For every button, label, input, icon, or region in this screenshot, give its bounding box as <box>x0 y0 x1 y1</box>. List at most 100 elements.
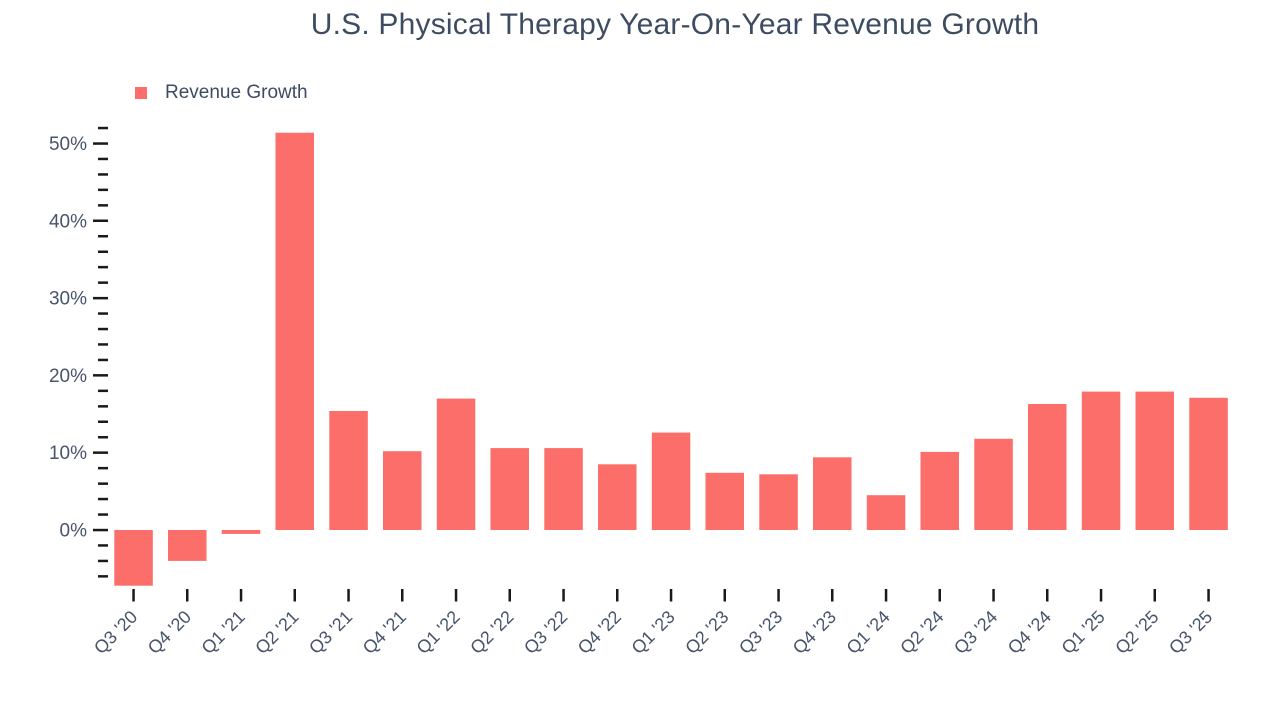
x-axis-label: Q3 '21 <box>305 607 356 658</box>
legend: Revenue Growth <box>135 82 308 104</box>
bar <box>275 132 314 530</box>
x-axis-label: Q1 '21 <box>198 607 249 658</box>
y-minor-tick <box>98 327 108 331</box>
y-minor-tick <box>98 544 108 547</box>
x-tick <box>723 589 726 602</box>
y-minor-tick <box>98 173 108 176</box>
x-axis-label: Q4 '21 <box>359 607 410 658</box>
y-minor-tick <box>98 559 108 563</box>
y-tick-label: 50% <box>49 134 87 155</box>
x-tick <box>1207 589 1210 602</box>
x-axis-label: Q2 '21 <box>251 607 302 658</box>
y-tick-label: 40% <box>49 211 87 232</box>
x-tick <box>186 589 189 602</box>
bar <box>383 451 422 530</box>
y-tick-label: 10% <box>49 443 87 464</box>
y-minor-tick <box>98 265 108 269</box>
y-tick-label: 20% <box>49 366 87 387</box>
x-axis-label: Q2 '22 <box>466 607 517 658</box>
bar <box>114 530 153 586</box>
y-minor-tick <box>98 126 108 130</box>
x-axis-label: Q2 '25 <box>1111 607 1162 658</box>
x-axis-label: Q1 '25 <box>1058 607 1109 658</box>
y-minor-tick <box>98 188 108 192</box>
bar <box>813 457 852 530</box>
bar <box>705 472 744 530</box>
bar <box>168 530 207 561</box>
y-minor-tick <box>98 482 108 485</box>
y-minor-tick <box>98 575 108 578</box>
y-minor-tick <box>98 389 108 393</box>
y-major-tick <box>93 374 108 377</box>
y-minor-tick <box>98 281 108 284</box>
bar <box>1028 404 1067 530</box>
x-tick <box>777 589 780 602</box>
x-tick <box>1046 589 1049 602</box>
x-tick <box>669 589 673 602</box>
x-axis-label: Q2 '23 <box>681 607 732 658</box>
y-tick-label: 30% <box>49 289 87 310</box>
x-axis: Q3 '20 Q4 '20 Q1 '21 Q2 '21 Q3 '21 Q4 '21 Q1 '… <box>90 589 1216 658</box>
x-axis-label: Q4 '23 <box>789 607 840 658</box>
y-minor-tick <box>98 343 108 346</box>
bar <box>1189 397 1228 530</box>
x-axis-label: Q4 '20 <box>144 607 195 658</box>
bar-series <box>114 132 1228 586</box>
bar <box>651 432 691 530</box>
legend-label: Revenue Growth <box>165 82 308 103</box>
y-minor-tick <box>98 204 108 207</box>
x-tick <box>132 589 135 602</box>
y-major-tick <box>93 142 108 145</box>
y-major-tick <box>93 219 108 222</box>
x-axis-label: Q3 '22 <box>520 607 571 658</box>
y-minor-tick <box>98 358 108 362</box>
x-axis-label: Q3 '23 <box>735 607 786 658</box>
bar <box>544 448 583 530</box>
x-axis-label: Q1 '22 <box>413 607 464 658</box>
x-axis-label: Q3 '20 <box>90 607 141 658</box>
y-minor-tick <box>98 497 108 501</box>
bar <box>1135 391 1174 530</box>
x-tick <box>884 589 888 602</box>
x-axis-label: Q1 '24 <box>843 607 894 658</box>
bar <box>221 530 261 534</box>
y-minor-tick <box>98 250 108 253</box>
y-minor-tick <box>98 235 108 238</box>
y-major-tick <box>93 296 108 300</box>
bar <box>920 451 959 530</box>
x-tick <box>616 589 619 602</box>
x-tick <box>239 589 243 602</box>
x-tick <box>562 589 565 602</box>
chart-title: U.S. Physical Therapy Year-On-Year Reven… <box>310 8 1040 41</box>
x-axis-label: Q4 '22 <box>574 607 625 658</box>
x-tick <box>293 589 296 602</box>
x-axis-label: Q3 '24 <box>950 607 1001 658</box>
y-minor-tick <box>98 420 108 423</box>
y-minor-tick <box>98 513 108 516</box>
bar <box>866 495 906 530</box>
x-axis-label: Q2 '24 <box>896 607 947 658</box>
y-minor-tick <box>98 405 108 408</box>
x-tick <box>454 589 458 602</box>
bar <box>436 398 476 530</box>
y-minor-tick <box>98 312 108 315</box>
y-axis: 0% 10% 20% 30% 40% 50% <box>49 126 108 578</box>
x-tick <box>347 589 350 602</box>
y-minor-tick <box>98 466 108 470</box>
bar <box>759 474 798 530</box>
bar <box>598 464 637 530</box>
y-minor-tick <box>98 157 108 161</box>
x-tick <box>831 589 834 602</box>
bar <box>490 448 529 530</box>
y-major-tick <box>93 528 108 532</box>
x-axis-label: Q1 '23 <box>628 607 679 658</box>
legend-marker-icon <box>135 87 147 99</box>
x-tick <box>508 589 511 602</box>
bar <box>974 438 1013 530</box>
x-axis-label: Q3 '25 <box>1165 607 1216 658</box>
bar <box>329 411 368 530</box>
bar <box>1081 391 1121 530</box>
x-tick <box>401 589 404 602</box>
